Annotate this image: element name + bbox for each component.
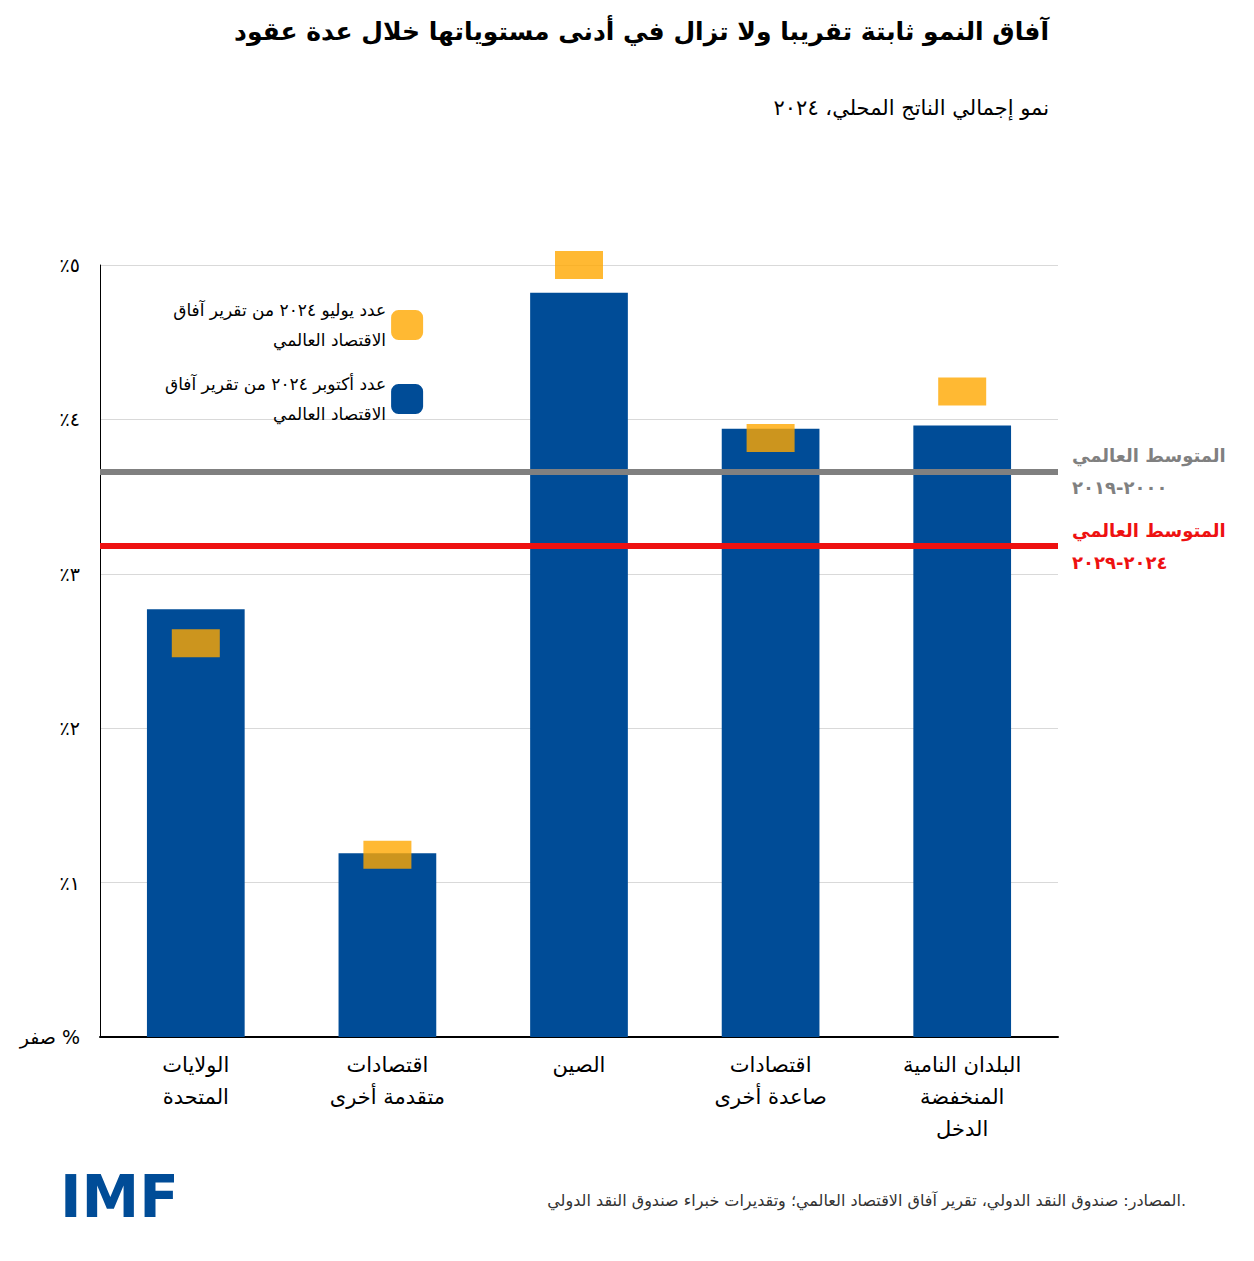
svg-text:عدد أكتوبر ٢٠٢٤ من تقرير آفاق: عدد أكتوبر ٢٠٢٤ من تقرير آفاق: [165, 373, 386, 394]
svg-text:المتوسط العالمي: المتوسط العالمي: [1072, 445, 1226, 467]
svg-text:آفاق النمو ثابتة تقريبا ولا تز: آفاق النمو ثابتة تقريبا ولا تزال في أدنى…: [234, 15, 1050, 47]
svg-text:المصادر: صندوق النقد الدولي، ت: المصادر: صندوق النقد الدولي، تقرير آفاق …: [547, 1191, 1186, 1211]
svg-text:٪٥: ٪٥: [60, 254, 80, 276]
svg-text:٪٢: ٪٢: [60, 717, 80, 739]
svg-text:اقتصادات: اقتصادات: [347, 1053, 429, 1077]
svg-text:٪٣: ٪٣: [60, 563, 80, 585]
svg-text:متقدمة أخرى: متقدمة أخرى: [330, 1083, 445, 1109]
svg-text:الصين: الصين: [553, 1053, 606, 1077]
svg-text:صفر %: صفر %: [19, 1026, 80, 1049]
svg-text:٢٠٠٠-٢٠١٩: ٢٠٠٠-٢٠١٩: [1072, 477, 1167, 498]
svg-text:الولايات: الولايات: [162, 1053, 229, 1077]
svg-text:IMF: IMF: [60, 1163, 179, 1231]
svg-text:المنخفضة: المنخفضة: [920, 1085, 1004, 1109]
svg-text:المتحدة: المتحدة: [163, 1085, 229, 1109]
svg-text:٪١: ٪١: [60, 872, 80, 894]
svg-text:عدد يوليو ٢٠٢٤ من تقرير آفاق: عدد يوليو ٢٠٢٤ من تقرير آفاق: [173, 299, 386, 320]
svg-text:نمو إجمالي الناتج المحلي، ٢٠٢٤: نمو إجمالي الناتج المحلي، ٢٠٢٤: [774, 96, 1049, 121]
svg-text:٢٠٢٤-٢٠٢٩: ٢٠٢٤-٢٠٢٩: [1072, 552, 1167, 573]
svg-text:الاقتصاد العالمي: الاقتصاد العالمي: [273, 404, 386, 425]
svg-text:الاقتصاد العالمي: الاقتصاد العالمي: [273, 330, 386, 351]
svg-text:صاعدة أخرى: صاعدة أخرى: [714, 1083, 826, 1109]
svg-text:٪٤: ٪٤: [60, 408, 80, 430]
svg-text:البلدان النامية: البلدان النامية: [903, 1053, 1021, 1077]
svg-text:الدخل: الدخل: [936, 1117, 988, 1141]
svg-text:اقتصادات: اقتصادات: [730, 1053, 812, 1077]
svg-text:المتوسط العالمي: المتوسط العالمي: [1072, 520, 1226, 542]
